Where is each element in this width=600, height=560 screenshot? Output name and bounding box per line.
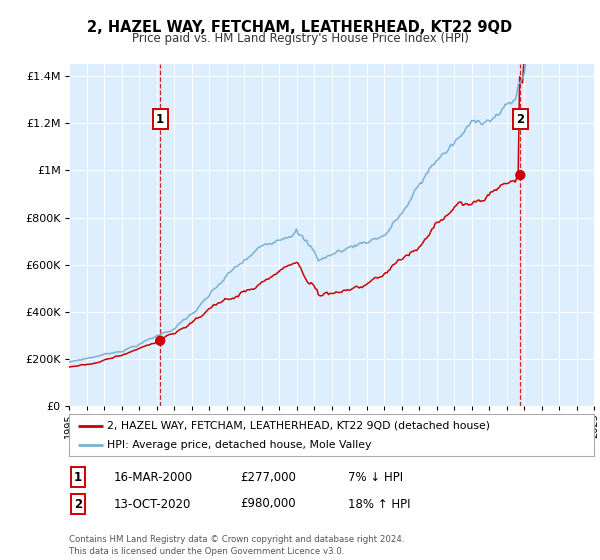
Text: 2: 2 bbox=[516, 113, 524, 125]
Text: £277,000: £277,000 bbox=[240, 470, 296, 484]
Text: Price paid vs. HM Land Registry's House Price Index (HPI): Price paid vs. HM Land Registry's House … bbox=[131, 32, 469, 45]
Text: 2, HAZEL WAY, FETCHAM, LEATHERHEAD, KT22 9QD: 2, HAZEL WAY, FETCHAM, LEATHERHEAD, KT22… bbox=[88, 20, 512, 35]
Point bbox=[155, 336, 165, 345]
Text: 7% ↓ HPI: 7% ↓ HPI bbox=[348, 470, 403, 484]
Text: 2: 2 bbox=[74, 497, 82, 511]
Text: Contains HM Land Registry data © Crown copyright and database right 2024.
This d: Contains HM Land Registry data © Crown c… bbox=[69, 535, 404, 556]
Text: 18% ↑ HPI: 18% ↑ HPI bbox=[348, 497, 410, 511]
Text: £980,000: £980,000 bbox=[240, 497, 296, 511]
Text: HPI: Average price, detached house, Mole Valley: HPI: Average price, detached house, Mole… bbox=[107, 440, 371, 450]
Text: 1: 1 bbox=[74, 470, 82, 484]
Text: 16-MAR-2000: 16-MAR-2000 bbox=[114, 470, 193, 484]
Text: 2, HAZEL WAY, FETCHAM, LEATHERHEAD, KT22 9QD (detached house): 2, HAZEL WAY, FETCHAM, LEATHERHEAD, KT22… bbox=[107, 421, 490, 431]
Point bbox=[515, 171, 525, 180]
Text: 13-OCT-2020: 13-OCT-2020 bbox=[114, 497, 191, 511]
Text: 1: 1 bbox=[156, 113, 164, 125]
